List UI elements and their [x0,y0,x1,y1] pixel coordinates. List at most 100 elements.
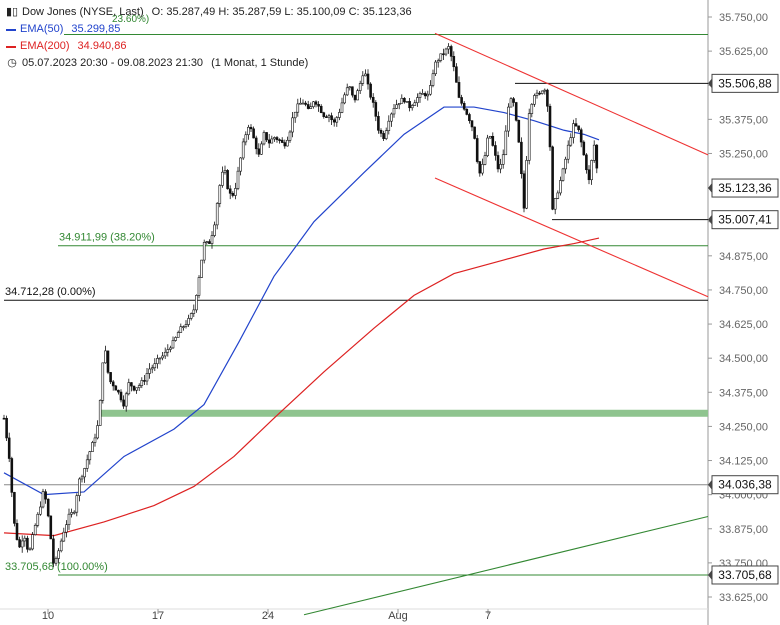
ema200-swatch [6,45,16,48]
candle-body [525,160,528,209]
candle-body [299,102,302,105]
candle-body [455,66,458,83]
candle-body [192,309,196,314]
candle-body [543,89,547,92]
candle-body [179,326,183,333]
candle-body [140,380,144,386]
candle-body [356,90,359,101]
x-tick-label: 24 [262,610,274,622]
candle-body [78,478,81,496]
candle-body [340,102,344,113]
candle-body [364,73,367,77]
fib-label: 34.712,28 (0.00%) [5,286,96,298]
y-tick-label: 34.250,00 [719,421,768,433]
candle-body [241,141,245,159]
candle-body [387,120,391,131]
candle-body [80,476,84,480]
y-tick-label: 35.625,00 [719,46,768,58]
candle-body [572,123,575,138]
date-range: 05.07.2023 20:30 - 09.08.2023 21:30 [22,57,204,69]
candle-body [67,513,71,526]
candle-body [332,119,336,123]
candle-body [436,60,440,63]
candle-body [286,139,289,147]
price-tag-pointer [708,214,712,225]
ema50-line [3,106,600,496]
candle-body [59,540,63,552]
candle-body [403,97,406,103]
candle-body [106,350,110,373]
legend-ema200-row[interactable]: EMA(200) 34.940,86 [6,38,412,55]
clock-icon: ◷ [7,57,17,69]
y-tick-label: 34.875,00 [719,251,768,263]
y-tick-label: 33.875,00 [719,524,768,536]
candle-body [280,139,284,143]
candle-body [553,198,557,210]
candle-body [273,137,276,140]
candle-body [28,548,32,551]
candle-body [109,372,112,383]
candle-body [171,340,175,349]
y-tick-label: 35.250,00 [719,148,768,160]
candle-body [2,417,6,420]
candle-body [189,313,193,319]
candle-body [252,128,255,139]
candle-body [93,437,97,443]
candle-body [208,241,211,244]
y-tick-label: 34.125,00 [719,456,768,468]
candle-body [423,93,427,97]
candle-body [291,117,294,133]
candle-body [54,558,58,564]
candle-body [278,139,281,141]
candle-body [137,385,141,389]
candle-body [460,97,463,104]
channel-lower-line [434,177,709,298]
candle-body [499,164,502,170]
candle-body [574,123,578,127]
candle-body [470,120,474,128]
candle-body [293,111,297,119]
candle-body [41,491,45,508]
y-tick-label: 34.375,00 [719,387,768,399]
instrument-name: Dow Jones (NYSE, Last) [22,6,144,18]
candle-body [18,539,21,548]
y-tick-label: 34.750,00 [719,285,768,297]
candle-body [57,550,60,559]
candle-body [395,104,398,109]
candle-body [20,540,24,548]
candle-body [161,355,164,359]
candle-body [449,46,453,57]
candle-body [197,277,201,296]
candle-body [327,115,331,118]
price-tag-label: 35.506,88 [718,76,772,90]
candle-body [267,139,271,144]
candle-body [501,154,505,165]
candle-body [540,90,544,94]
candle-body [338,112,341,118]
candle-body [111,381,115,387]
candle-body [46,498,50,517]
candle-body [33,525,37,535]
candle-body [257,148,261,155]
candle-body [218,185,222,204]
candle-body [390,113,393,122]
ema200-value: 34.940,86 [77,40,127,52]
candle-body [234,188,237,196]
candle-body [132,385,136,391]
candle-body [361,75,365,84]
candle-body [478,161,482,174]
candle-body [119,391,123,401]
y-tick-label: 33.625,00 [719,592,768,604]
candle-body [520,141,523,175]
candle-body [13,492,16,524]
candle-body [535,92,539,96]
candle-body [236,170,240,189]
candle-body [288,131,292,141]
candle-body [62,531,66,542]
candle-body [421,93,424,95]
price-tag-label: 35.123,36 [718,181,772,195]
candle-body [174,337,177,341]
legend-ema50-row[interactable]: EMA(50) 35.299,85 [6,21,412,38]
candle-body [85,459,89,469]
